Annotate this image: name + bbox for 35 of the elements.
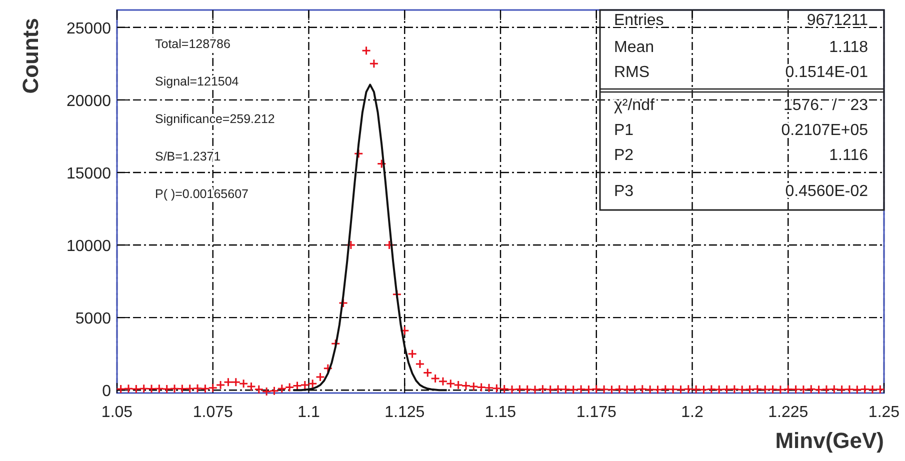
y-tick-label: 5000 bbox=[75, 310, 112, 328]
x-tick-label: 1.1 bbox=[298, 404, 320, 421]
y-tick-label: 25000 bbox=[66, 20, 112, 38]
y-tick-label: 15000 bbox=[66, 165, 112, 182]
annotation: Mean bbox=[614, 39, 654, 56]
annotation: P2 bbox=[614, 147, 634, 164]
annotation: χ²/ndf bbox=[614, 97, 655, 114]
y-axis-title: Counts bbox=[18, 18, 43, 94]
annotation: 0.4560E-02 bbox=[785, 183, 868, 200]
x-tick-label: 1.075 bbox=[192, 404, 233, 421]
annotation: P( )=0.00165607 bbox=[155, 187, 249, 201]
annotation: 0.1514E-01 bbox=[785, 64, 868, 81]
x-tick-label: 1.05 bbox=[101, 404, 133, 421]
annotation: RMS bbox=[614, 64, 650, 81]
annotation: 1576. / 23 bbox=[783, 97, 868, 114]
line-series bbox=[292, 84, 448, 392]
annotation: 1.116 bbox=[829, 147, 868, 164]
x-tick-label: 1.2 bbox=[681, 404, 704, 421]
annotation: Significance=259.212 bbox=[155, 112, 275, 126]
y-tick-label: 0 bbox=[102, 383, 112, 400]
x-tick-label: 1.25 bbox=[868, 404, 900, 421]
annotation: Signal=121504 bbox=[155, 74, 239, 88]
y-tick-label: 20000 bbox=[66, 92, 112, 110]
x-tick-label: 1.15 bbox=[484, 404, 516, 421]
x-tick-label: 1.175 bbox=[576, 404, 616, 421]
annotation: 9671211 bbox=[806, 12, 868, 29]
annotation: 0.2107E+05 bbox=[781, 122, 868, 139]
x-tick-label: 1.125 bbox=[384, 404, 425, 421]
annotation: 1.118 bbox=[829, 39, 868, 56]
annotation: P3 bbox=[614, 183, 634, 200]
annotation: Entries bbox=[614, 12, 664, 29]
x-tick-label: 1.225 bbox=[768, 404, 808, 421]
y-tick-label: 10000 bbox=[66, 238, 112, 256]
annotation: P1 bbox=[614, 122, 634, 139]
x-axis-title: Minv(GeV) bbox=[775, 428, 884, 453]
